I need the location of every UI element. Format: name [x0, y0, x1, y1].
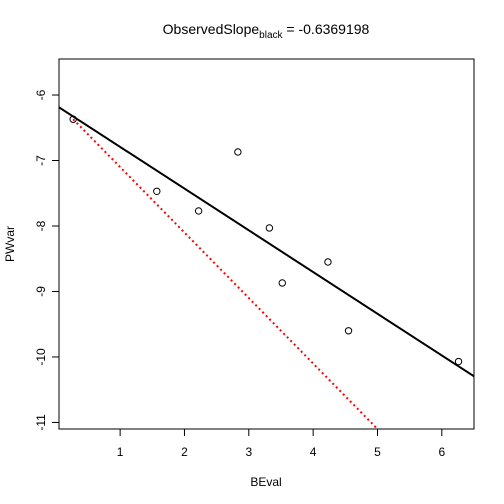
y-tick-label: -8: [34, 220, 48, 231]
data-point: [265, 224, 274, 232]
data-point: [324, 258, 332, 266]
fitted-line: [59, 106, 474, 378]
x-tick-label: 2: [181, 445, 188, 459]
y-axis-label: PWvar: [3, 226, 17, 262]
x-tick-label: 3: [245, 445, 252, 459]
title-subscript: black: [259, 30, 283, 41]
data-point: [153, 187, 161, 195]
data-point: [234, 148, 242, 156]
x-tick-label: 6: [438, 445, 445, 459]
data-point: [344, 327, 353, 335]
title-main: ObservedSlope: [163, 21, 260, 37]
chart-title: ObservedSlopeblack = -0.6369198: [163, 21, 370, 41]
data-point: [69, 115, 77, 123]
x-axis: 1 2 3 4 5 6: [117, 428, 445, 459]
y-tick-label: -9: [34, 286, 48, 297]
y-tick-label: -7: [34, 155, 48, 166]
x-tick-label: 5: [374, 445, 381, 459]
title-rest: = -0.6369198: [283, 21, 370, 37]
y-axis: -11 -10 -9 -8 -7 -6: [34, 89, 60, 431]
y-tick-label: -10: [34, 348, 48, 366]
y-tick-label: -11: [34, 414, 48, 431]
plot-marks: [59, 106, 474, 429]
y-tick-label: -6: [34, 89, 48, 100]
data-point: [454, 357, 463, 366]
data-point: [278, 279, 286, 287]
reference-line-dotted: [72, 118, 379, 429]
x-tick-label: 1: [117, 445, 124, 459]
x-axis-label: BEval: [250, 475, 281, 489]
plot-frame: [58, 58, 475, 430]
data-point: [194, 207, 203, 215]
x-tick-label: 4: [310, 445, 317, 459]
